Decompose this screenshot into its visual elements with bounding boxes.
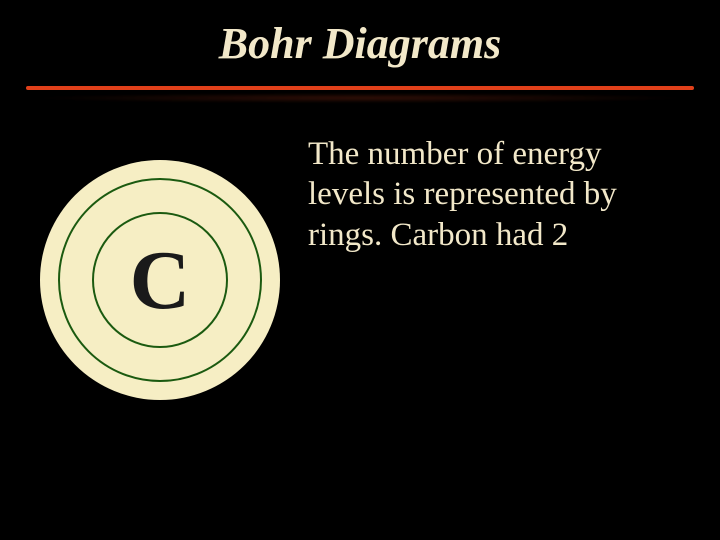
divider-bar	[26, 86, 694, 90]
slide-title: Bohr Diagrams	[0, 18, 720, 69]
element-symbol: C	[40, 160, 280, 400]
title-divider	[26, 86, 694, 104]
atom-diagram: C	[40, 160, 280, 400]
slide: Bohr Diagrams C The number of energy lev…	[0, 0, 720, 540]
divider-shadow	[26, 93, 694, 103]
body-text: The number of energy levels is represent…	[308, 134, 680, 255]
